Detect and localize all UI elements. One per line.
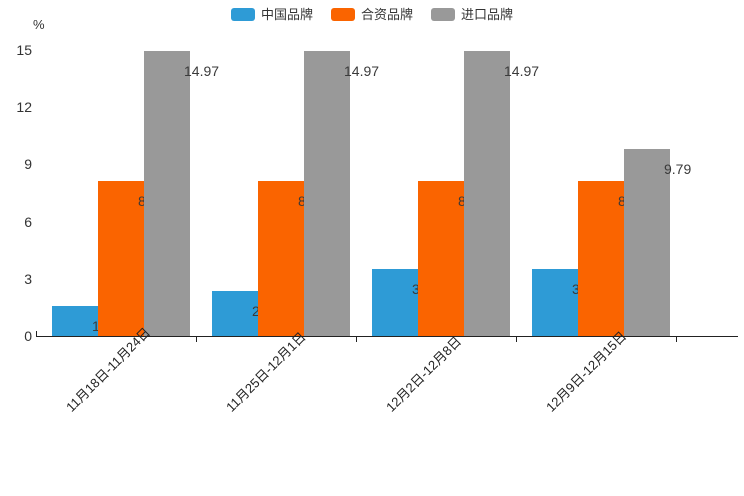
bar-1-1[interactable] [258,180,304,336]
y-tick-label-15: 15 [16,42,32,58]
chart-legend: 中国品牌 合资品牌 进口品牌 [0,8,744,21]
x-tick-mark-1 [196,336,197,342]
legend-label-0: 中国品牌 [260,7,313,22]
legend-label-2: 进口品牌 [461,7,514,22]
x-tick-mark-3 [516,336,517,342]
y-tick-label-3: 3 [24,270,32,287]
x-axis-line [36,336,738,337]
x-tick-mark-4 [676,336,677,342]
legend-swatch-icon-0 [230,8,255,21]
legend-label-1: 合资品牌 [360,7,413,22]
x-tick-mark-2 [356,336,357,342]
bar-0-1[interactable] [98,180,144,336]
legend-item-1[interactable]: 合资品牌 [330,7,413,22]
y-axis-tick-labels: 15 12 9 6 3 0 [0,0,32,496]
bar-value-label-3-2: 9.79 [664,161,692,178]
bar-3-1[interactable] [578,180,624,336]
y-tick-label-12: 12 [16,99,32,116]
bar-value-label-2-2: 14.97 [504,62,540,79]
bar-value-label-0-2: 14.97 [184,62,220,79]
bar-1-2[interactable] [304,50,350,336]
bar-value-label-1-2: 14.97 [344,62,380,79]
bar-3-0[interactable] [532,269,578,336]
y-tick-label-9: 9 [24,156,32,173]
y-tick-label-0: 0 [24,328,32,344]
bar-3-2[interactable] [624,149,670,336]
y-axis-origin-tick [36,331,37,337]
y-tick-label-6: 6 [24,213,32,230]
bar-2-1[interactable] [418,180,464,336]
y-axis-unit-label: % [33,17,45,32]
bar-1-0[interactable] [212,290,258,336]
legend-item-2[interactable]: 进口品牌 [431,8,513,21]
bar-2-0[interactable] [372,269,418,336]
bar-0-0[interactable] [52,306,98,336]
bar-0-2[interactable] [144,50,190,336]
bar-2-2[interactable] [464,50,510,336]
legend-item-0[interactable]: 中国品牌 [230,7,313,22]
legend-swatch-icon-2 [431,8,455,21]
legend-swatch-icon-1 [330,8,355,21]
